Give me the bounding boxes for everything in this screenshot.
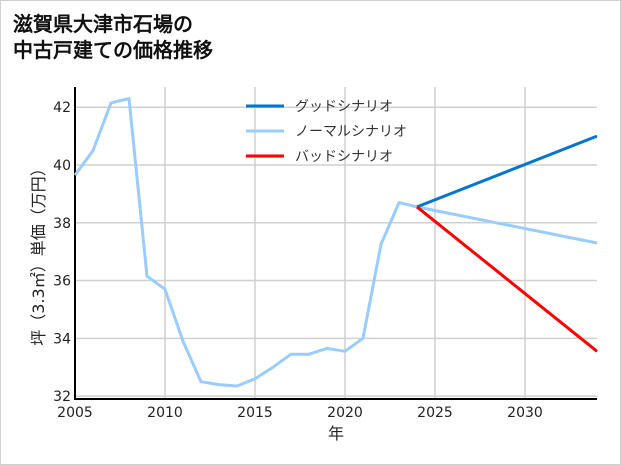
legend-label-2: バッドシナリオ — [295, 149, 393, 165]
series-line-2 — [416, 205, 598, 353]
y-tick-label: 40 — [53, 158, 71, 174]
x-tick-label: 2030 — [507, 405, 543, 421]
chart-title-line-2: 中古戸建ての価格推移 — [13, 38, 213, 62]
y-tick-label: 42 — [53, 100, 71, 116]
series-line-1 — [73, 97, 598, 388]
legend-label-1: ノーマルシナリオ — [295, 124, 407, 140]
y-tick-label: 32 — [53, 389, 71, 405]
y-axis-label: 坪（3.3㎡）単価（万円） — [29, 160, 48, 345]
chart-title-line-1: 滋賀県大津市石場の — [13, 12, 193, 36]
x-tick-label: 2005 — [57, 405, 93, 421]
x-axis-label: 年 — [328, 424, 344, 443]
y-tick-label: 38 — [53, 216, 71, 232]
legend-label-0: グッドシナリオ — [295, 99, 393, 115]
x-tick-label: 2020 — [327, 405, 363, 421]
chart-title: 滋賀県大津市石場の 中古戸建ての価格推移 — [13, 11, 213, 63]
series-line-0 — [416, 134, 598, 209]
y-tick-label: 34 — [53, 331, 71, 347]
x-tick-label: 2010 — [147, 405, 183, 421]
x-tick-label: 2025 — [417, 405, 453, 421]
y-tick-label: 36 — [53, 274, 71, 290]
x-tick-label: 2015 — [237, 405, 273, 421]
